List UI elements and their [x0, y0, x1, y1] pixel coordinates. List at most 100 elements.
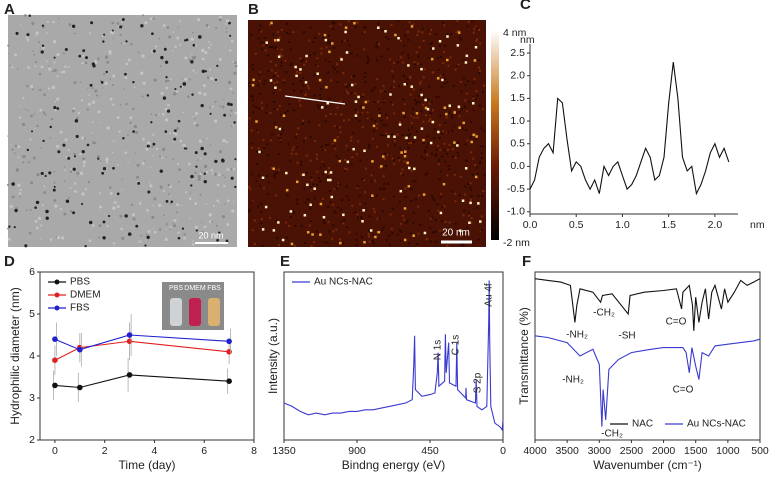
texture [174, 45, 177, 48]
feature [306, 183, 309, 187]
texture [477, 238, 480, 241]
texture [190, 37, 194, 41]
tem-image [8, 15, 237, 247]
texture [165, 156, 168, 158]
particle [89, 83, 93, 87]
texture [9, 64, 11, 66]
particle [150, 121, 153, 124]
texture [263, 36, 266, 39]
texture [336, 80, 339, 83]
texture [121, 189, 123, 191]
afm-features [248, 20, 486, 247]
particle [116, 192, 120, 196]
y-tick-label: 2.0 [510, 70, 525, 82]
texture [342, 222, 345, 225]
annotation: C=O [666, 317, 687, 328]
particle [44, 174, 47, 178]
texture [320, 52, 323, 55]
texture [407, 146, 410, 149]
particle [42, 139, 45, 143]
texture [334, 113, 337, 116]
particle [28, 14, 32, 17]
x-tick-label: 1.5 [661, 219, 676, 231]
texture [211, 220, 213, 223]
texture [460, 90, 463, 93]
texture [342, 119, 345, 122]
texture [385, 124, 388, 127]
texture [145, 147, 149, 151]
texture [251, 64, 254, 67]
texture [478, 58, 481, 61]
texture [96, 59, 98, 61]
texture [323, 35, 326, 38]
texture [293, 89, 296, 92]
texture [259, 41, 262, 44]
texture [137, 241, 140, 243]
texture [388, 154, 391, 157]
texture [133, 124, 138, 129]
texture [391, 207, 394, 210]
texture [460, 108, 463, 111]
texture [179, 139, 183, 143]
annotation: C=O [673, 385, 694, 396]
texture [439, 74, 442, 77]
texture [197, 18, 201, 22]
feature [453, 111, 456, 114]
texture [333, 67, 336, 70]
texture [104, 81, 108, 86]
texture [274, 172, 277, 175]
texture [417, 55, 420, 58]
texture [173, 131, 176, 135]
feature [304, 81, 308, 84]
y-tick-label: -0.5 [507, 183, 525, 195]
texture [456, 20, 459, 23]
texture [458, 194, 461, 197]
texture [70, 168, 73, 170]
particle [132, 80, 135, 84]
texture [382, 97, 385, 100]
texture [18, 192, 22, 195]
data-point [126, 332, 133, 338]
texture [337, 157, 340, 160]
feature [252, 78, 255, 82]
texture [475, 40, 478, 43]
texture [334, 211, 337, 214]
feature [459, 229, 462, 232]
texture [290, 63, 293, 66]
texture [462, 214, 465, 217]
texture [401, 214, 404, 217]
texture [26, 84, 29, 88]
texture [154, 113, 158, 117]
texture [193, 121, 197, 125]
texture [483, 84, 486, 87]
texture [50, 117, 54, 121]
texture [256, 84, 259, 87]
texture [203, 225, 207, 229]
texture [179, 43, 181, 46]
texture [248, 210, 251, 213]
feature [431, 120, 435, 124]
texture [143, 160, 146, 162]
texture [195, 71, 197, 74]
texture [354, 92, 357, 95]
texture [454, 222, 457, 225]
feature [464, 61, 468, 64]
particle [81, 149, 85, 154]
feature [265, 41, 268, 44]
texture [161, 112, 165, 116]
particle [56, 107, 60, 110]
texture [131, 107, 135, 111]
texture [401, 51, 404, 54]
texture [474, 98, 477, 101]
particle [183, 147, 186, 150]
feature [269, 79, 273, 82]
feature [420, 127, 424, 130]
texture [109, 97, 113, 101]
texture [387, 144, 390, 147]
texture [347, 92, 350, 95]
texture [306, 85, 309, 88]
texture [158, 203, 162, 207]
texture [445, 116, 448, 119]
feature [407, 64, 410, 67]
texture [177, 26, 179, 28]
